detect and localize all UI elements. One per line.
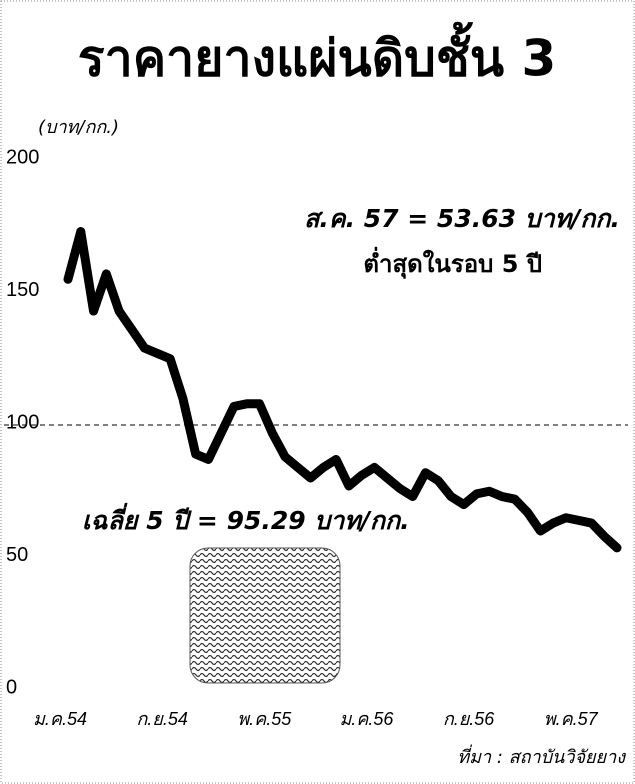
y-tick-label: 50 [6, 544, 28, 566]
rubber-sheet-image [190, 548, 340, 683]
x-tick-label: ก.ย.54 [136, 709, 187, 729]
annotation: เฉลี่ย 5 ปี = 95.29 บาท/กก. [82, 502, 410, 535]
annotation: ต่ำสุดในรอบ 5 ปี [363, 246, 542, 280]
y-tick-label: 150 [6, 279, 39, 301]
x-tick-label: ก.ย.56 [443, 709, 495, 729]
x-tick-label: พ.ค.57 [544, 709, 599, 729]
y-tick-label: 0 [6, 676, 17, 698]
price-line [68, 232, 617, 548]
y-tick-label: 100 [6, 411, 39, 433]
chart: ราคายางแผ่นดิบชั้น 3 (บาท/กก.) ส.ค. 57 =… [0, 0, 635, 784]
annotation: ส.ค. 57 = 53.63 บาท/กก. [304, 204, 620, 233]
source: ที่มา : สถาบันวิจัยยาง [457, 744, 626, 768]
y-label: (บาท/กก.) [38, 117, 119, 138]
x-tick-label: ม.ค.56 [339, 709, 394, 729]
x-tick-label: ม.ค.54 [33, 709, 87, 729]
y-tick-label: 200 [6, 146, 39, 168]
chart-title: ราคายางแผ่นดิบชั้น 3 [78, 22, 556, 88]
x-tick-label: พ.ค.55 [237, 709, 292, 729]
page: {"chart_data": {"type": "line", "title":… [0, 0, 635, 784]
